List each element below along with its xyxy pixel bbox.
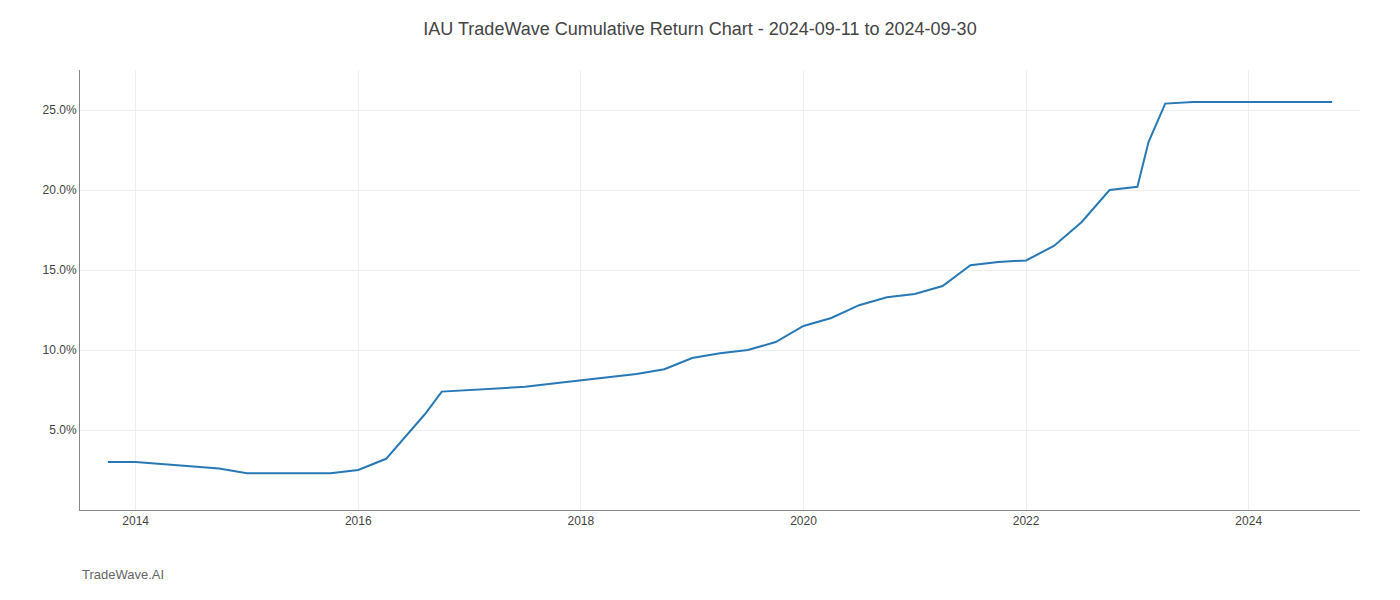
svg-text:20.0%: 20.0% [43, 183, 77, 197]
svg-text:2014: 2014 [122, 514, 149, 528]
svg-text:TradeWave.AI: TradeWave.AI [82, 567, 164, 582]
svg-text:2024: 2024 [1235, 514, 1262, 528]
svg-text:2018: 2018 [568, 514, 595, 528]
svg-text:25.0%: 25.0% [43, 103, 77, 117]
svg-text:2020: 2020 [790, 514, 817, 528]
svg-text:IAU TradeWave Cumulative Retur: IAU TradeWave Cumulative Return Chart - … [423, 19, 976, 39]
svg-text:10.0%: 10.0% [43, 343, 77, 357]
svg-text:5.0%: 5.0% [49, 423, 77, 437]
svg-text:2022: 2022 [1013, 514, 1040, 528]
svg-text:15.0%: 15.0% [43, 263, 77, 277]
svg-text:2016: 2016 [345, 514, 372, 528]
